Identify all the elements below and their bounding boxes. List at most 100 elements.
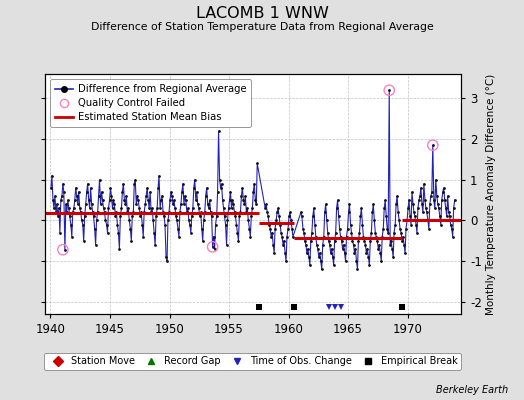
Point xyxy=(366,238,375,244)
Point xyxy=(325,242,334,248)
Point xyxy=(301,238,309,244)
Point xyxy=(51,193,59,199)
Point xyxy=(110,201,118,207)
Point xyxy=(92,217,101,224)
Point xyxy=(397,230,406,236)
Point xyxy=(429,142,437,148)
Point xyxy=(111,213,119,220)
Point xyxy=(174,225,182,232)
Point xyxy=(137,209,145,216)
Point xyxy=(329,254,337,260)
Point xyxy=(122,193,130,199)
Point xyxy=(213,189,222,195)
Point xyxy=(304,254,313,260)
Point xyxy=(185,221,194,228)
Point xyxy=(283,234,291,240)
Point xyxy=(357,205,366,212)
Point xyxy=(360,238,368,244)
Point xyxy=(449,234,457,240)
Point xyxy=(384,230,392,236)
Point xyxy=(269,242,277,248)
Point xyxy=(124,205,133,212)
Point xyxy=(446,221,455,228)
Point xyxy=(336,234,345,240)
Point xyxy=(61,246,69,253)
Point xyxy=(354,238,363,244)
Point xyxy=(60,189,68,195)
Point xyxy=(369,201,377,207)
Point xyxy=(47,185,55,191)
Point xyxy=(352,258,361,264)
Point xyxy=(297,209,305,216)
Point xyxy=(117,205,126,212)
Point xyxy=(436,221,445,228)
Point xyxy=(173,217,181,224)
Point xyxy=(425,201,434,207)
Point xyxy=(396,225,404,232)
Point xyxy=(251,197,259,203)
Point xyxy=(100,209,108,216)
Point xyxy=(303,246,312,252)
Point xyxy=(280,238,288,244)
Point xyxy=(424,217,432,224)
Point xyxy=(311,221,319,228)
Point xyxy=(385,87,394,94)
Point xyxy=(341,250,349,256)
Point xyxy=(359,234,368,240)
Point xyxy=(130,181,138,187)
Point xyxy=(450,205,458,212)
Point xyxy=(407,221,415,228)
Point xyxy=(174,234,183,240)
Point xyxy=(143,185,151,191)
Point xyxy=(350,250,358,256)
Point xyxy=(308,230,316,236)
Point xyxy=(403,217,411,224)
Point xyxy=(379,225,387,232)
Point xyxy=(232,221,241,228)
Point xyxy=(345,201,354,207)
Point xyxy=(82,201,90,207)
Point xyxy=(209,244,217,250)
Point xyxy=(215,176,224,183)
Point xyxy=(371,230,379,236)
Point xyxy=(271,225,279,232)
Point xyxy=(106,185,115,191)
Point xyxy=(432,176,440,183)
Point xyxy=(204,205,213,212)
Point xyxy=(389,254,397,260)
Point xyxy=(164,217,172,224)
Point xyxy=(427,193,435,199)
Point xyxy=(201,209,209,216)
Point xyxy=(90,213,98,220)
Point xyxy=(134,197,143,203)
Point xyxy=(142,193,150,199)
Point xyxy=(416,193,424,199)
Point xyxy=(440,185,448,191)
Point xyxy=(219,197,227,203)
Point xyxy=(149,217,157,224)
Point xyxy=(434,205,443,212)
Point xyxy=(421,197,429,203)
Point xyxy=(277,230,285,236)
Text: Berkeley Earth: Berkeley Earth xyxy=(436,385,508,395)
Point xyxy=(278,234,286,240)
Point xyxy=(262,201,270,207)
Point xyxy=(57,197,65,203)
Point xyxy=(248,205,257,212)
Point xyxy=(127,238,136,244)
Point xyxy=(54,205,63,212)
Point xyxy=(286,209,294,216)
Point xyxy=(67,221,75,228)
Point xyxy=(110,197,118,203)
Point xyxy=(341,258,350,264)
Point xyxy=(91,225,99,232)
Point xyxy=(420,181,428,187)
Point xyxy=(334,213,343,220)
Point xyxy=(268,230,276,236)
Point xyxy=(133,193,141,199)
Point xyxy=(234,238,243,244)
Point xyxy=(282,258,290,264)
Point xyxy=(405,197,413,203)
Point xyxy=(202,185,211,191)
Point xyxy=(107,193,116,199)
